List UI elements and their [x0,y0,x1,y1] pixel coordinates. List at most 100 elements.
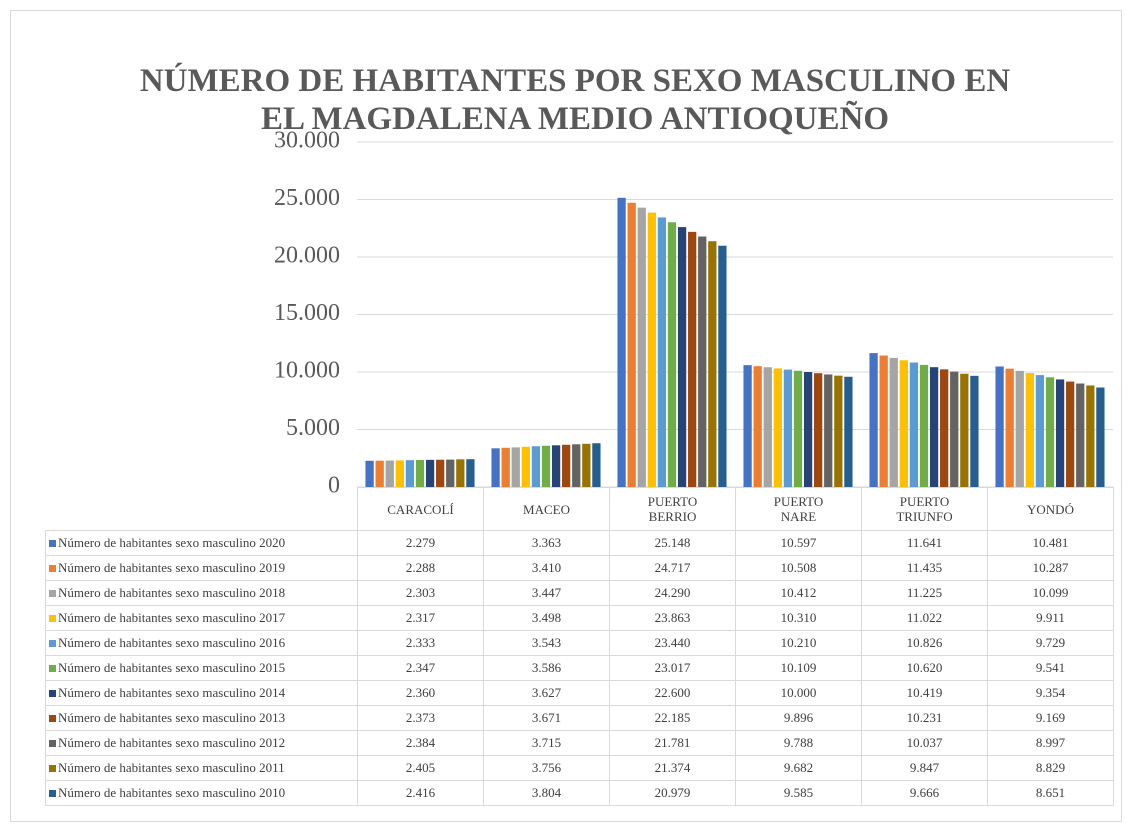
header-cell: PUERTO TRIUNFO [861,487,988,531]
bar [562,444,571,487]
value-cell: 23.440 [609,630,736,656]
value-cell: 10.419 [861,680,988,706]
table-row: Número de habitantes sexo masculino 2017… [45,605,1114,631]
value-cell: 3.363 [483,530,610,556]
value-cell: 8.829 [987,755,1114,781]
legend-cell: Número de habitantes sexo masculino 2010 [45,780,358,806]
value-cell: 9.847 [861,755,988,781]
value-cell: 3.498 [483,605,610,631]
bar [919,364,929,487]
legend-swatch [49,790,56,797]
value-cell: 3.410 [483,555,610,581]
bar [899,360,908,487]
bar [708,241,717,487]
legend-swatch [49,690,56,697]
table-row: Número de habitantes sexo masculino 2018… [45,580,1114,606]
bar [415,460,425,487]
bar [995,366,1004,487]
bar [425,459,435,487]
y-tick-label: 25.000 [274,185,340,211]
bar [491,448,500,487]
value-cell: 3.627 [483,680,610,706]
value-cell: 9.666 [861,780,988,806]
value-cell: 11.022 [861,605,988,631]
bar [395,460,404,487]
legend-label: Número de habitantes sexo masculino 2013 [58,710,286,725]
value-cell: 22.185 [609,705,736,731]
value-cell: 23.017 [609,655,736,681]
category-label: MACEO [523,501,570,517]
value-cell: 2.347 [357,655,484,681]
value-cell: 2.317 [357,605,484,631]
category-label: PUERTO TRIUNFO [896,494,953,524]
legend-swatch [49,740,56,747]
value-cell: 3.447 [483,580,610,606]
value-cell: 20.979 [609,780,736,806]
legend-cell: Número de habitantes sexo masculino 2018 [45,580,358,606]
bar [803,372,813,487]
bar [436,459,445,487]
value-cell: 2.360 [357,680,484,706]
legend-swatch [49,565,56,572]
value-cell: 2.279 [357,530,484,556]
value-cell: 10.508 [735,555,862,581]
table-row: Número de habitantes sexo masculino 2010… [45,780,1114,806]
value-cell: 22.600 [609,680,736,706]
value-cell: 3.671 [483,705,610,731]
bar [763,367,772,487]
header-cell: YONDÓ [987,487,1114,531]
bar [1086,385,1095,487]
value-cell: 10.109 [735,655,862,681]
bar [743,365,752,487]
bar [834,375,843,487]
value-cell: 24.290 [609,580,736,606]
bar [889,357,898,487]
bar [909,362,919,487]
bar [551,445,561,487]
bar [814,373,823,487]
bar [647,212,656,487]
value-cell: 9.585 [735,780,862,806]
bar [1035,375,1045,487]
value-cell: 10.000 [735,680,862,706]
bar [718,245,727,487]
value-cell: 10.287 [987,555,1114,581]
bar [521,446,530,487]
bar [637,207,646,488]
value-cell: 11.435 [861,555,988,581]
legend-cell: Número de habitantes sexo masculino 2011 [45,755,358,781]
table-row: Número de habitantes sexo masculino 2011… [45,755,1114,781]
y-tick-label: 30.000 [274,128,340,154]
value-cell: 9.541 [987,655,1114,681]
bar [929,367,939,487]
legend-swatch [49,615,56,622]
header-cell: PUERTO NARE [735,487,862,531]
value-cell: 9.354 [987,680,1114,706]
bar [501,447,510,487]
bar [405,460,415,487]
value-cell: 23.863 [609,605,736,631]
value-cell: 10.412 [735,580,862,606]
value-cell: 9.788 [735,730,862,756]
category-label: YONDÓ [1027,501,1074,517]
value-cell: 10.620 [861,655,988,681]
value-cell: 3.715 [483,730,610,756]
value-cell: 11.641 [861,530,988,556]
bar [879,355,888,487]
category-label: PUERTO NARE [773,494,824,524]
chart-frame [10,10,1122,822]
legend-swatch [49,640,56,647]
bar [773,368,782,487]
legend-cell: Número de habitantes sexo masculino 2013 [45,705,358,731]
legend-cell: Número de habitantes sexo masculino 2017 [45,605,358,631]
value-cell: 10.826 [861,630,988,656]
bar [1005,368,1014,487]
value-cell: 24.717 [609,555,736,581]
bar [844,376,853,487]
legend-swatch [49,540,56,547]
bar [446,459,455,487]
legend-label: Número de habitantes sexo masculino 2011 [58,760,285,775]
table-row: Número de habitantes sexo masculino 2016… [45,630,1114,656]
